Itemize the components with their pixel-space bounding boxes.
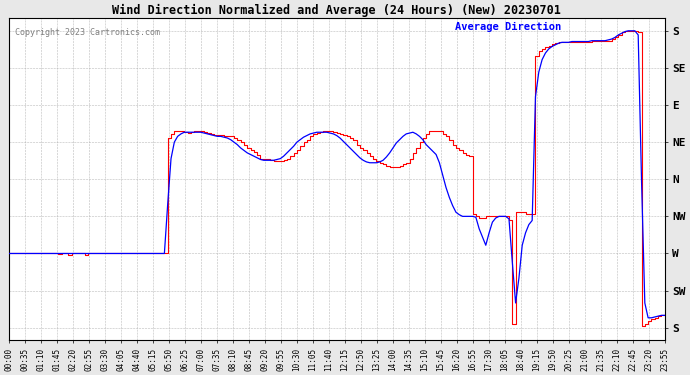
Title: Wind Direction Normalized and Average (24 Hours) (New) 20230701: Wind Direction Normalized and Average (2… (112, 4, 561, 17)
Text: Copyright 2023 Cartronics.com: Copyright 2023 Cartronics.com (15, 28, 160, 37)
Text: Average Direction: Average Direction (455, 22, 561, 32)
